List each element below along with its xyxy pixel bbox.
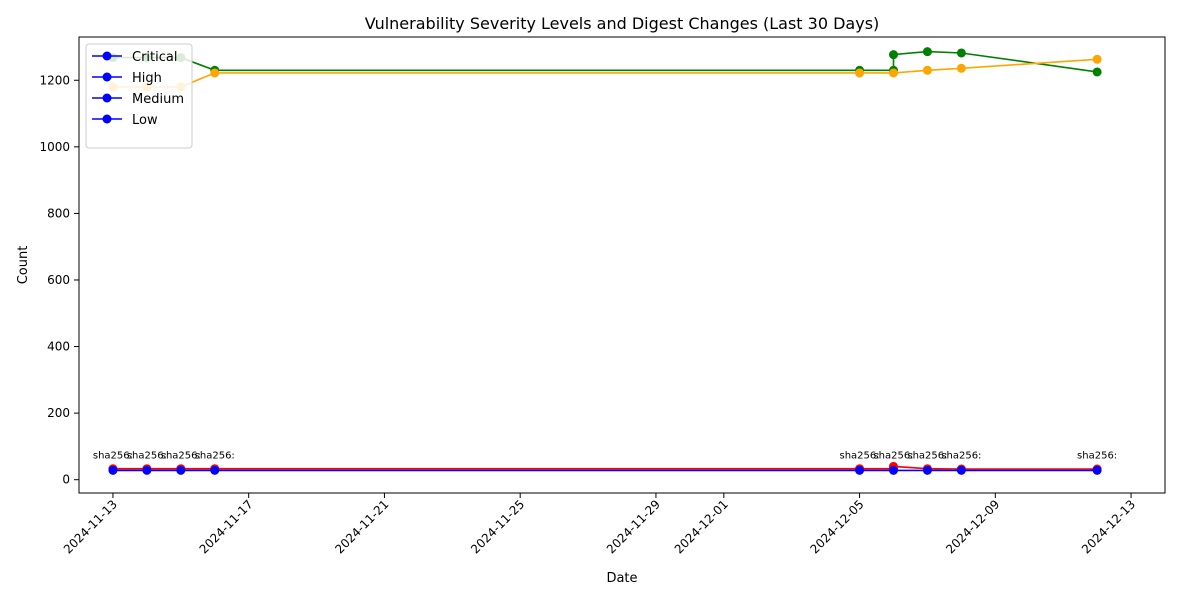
y-tick-label-0: 0 bbox=[62, 473, 70, 487]
annotation-label-5: sha256: bbox=[873, 451, 913, 462]
data-point-1-4 bbox=[855, 68, 865, 78]
legend-label-3: Low bbox=[132, 113, 158, 128]
y-axis-label: Count bbox=[16, 246, 31, 285]
legend-marker-0 bbox=[102, 51, 112, 61]
chart-title: Vulnerability Severity Levels and Digest… bbox=[365, 14, 880, 33]
data-point-0-9 bbox=[1092, 67, 1102, 77]
annotation-label-0: sha256: bbox=[93, 451, 133, 462]
legend-frame bbox=[85, 43, 193, 149]
data-point-3-5 bbox=[889, 465, 898, 475]
data-point-0-7 bbox=[922, 47, 932, 57]
annotation-label-7: sha256: bbox=[941, 451, 981, 462]
data-point-1-7 bbox=[956, 63, 966, 73]
legend-marker-1 bbox=[102, 72, 112, 82]
data-point-1-3 bbox=[210, 68, 220, 78]
annotation-label-2: sha256: bbox=[161, 451, 201, 462]
data-point-1-6 bbox=[922, 65, 932, 75]
data-point-3-1 bbox=[142, 465, 152, 475]
data-point-3-0 bbox=[108, 465, 118, 475]
annotation-label-4: sha256: bbox=[839, 451, 879, 462]
y-tick-label-1: 200 bbox=[47, 406, 70, 420]
y-tick-label-3: 600 bbox=[47, 273, 70, 287]
data-point-1-5 bbox=[889, 68, 898, 78]
annotation-label-6: sha256: bbox=[907, 451, 947, 462]
legend: Critical High Medium Low bbox=[85, 43, 193, 149]
data-point-3-6 bbox=[922, 465, 932, 475]
data-point-3-7 bbox=[956, 465, 966, 475]
y-tick-label-5: 1000 bbox=[39, 140, 70, 154]
data-point-1-8 bbox=[1092, 54, 1102, 64]
legend-label-1: High bbox=[132, 71, 162, 86]
legend-label-2: Medium bbox=[132, 92, 184, 107]
annotation-label-3: sha256: bbox=[195, 451, 235, 462]
data-point-0-8 bbox=[956, 48, 966, 58]
plot-frame bbox=[78, 36, 1166, 494]
y-tick-label-2: 400 bbox=[47, 340, 70, 354]
annotation-label-8: sha256: bbox=[1077, 451, 1117, 462]
data-point-3-2 bbox=[176, 465, 186, 475]
y-tick-label-4: 800 bbox=[47, 206, 70, 220]
y-tick-label-6: 1200 bbox=[39, 73, 70, 87]
annotation-label-1: sha256: bbox=[127, 451, 167, 462]
data-point-3-4 bbox=[855, 465, 865, 475]
data-point-0-6 bbox=[889, 50, 898, 60]
legend-marker-3 bbox=[102, 114, 112, 124]
data-point-3-3 bbox=[210, 465, 220, 475]
x-axis-label: Date bbox=[606, 571, 637, 586]
data-point-3-8 bbox=[1092, 465, 1102, 475]
legend-label-0: Critical bbox=[132, 50, 177, 65]
legend-marker-2 bbox=[102, 93, 112, 103]
series-line-2 bbox=[112, 465, 1098, 470]
